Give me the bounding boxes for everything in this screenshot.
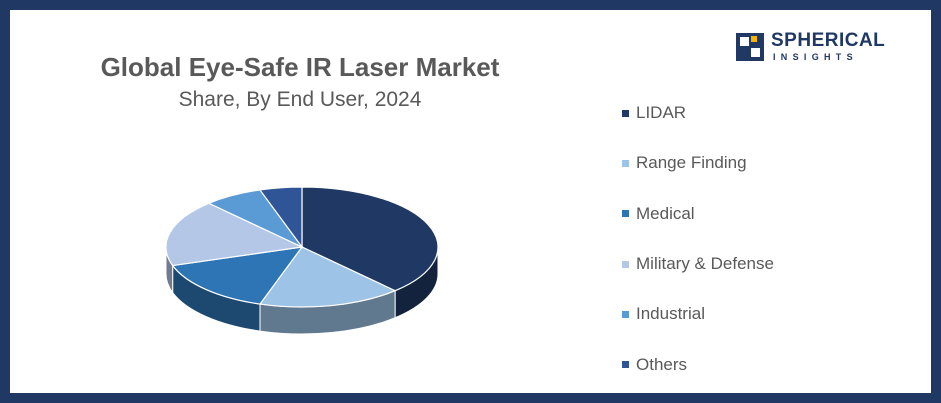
- pie-top-layer: [165, 186, 439, 308]
- chart-frame: Global Eye-Safe IR Laser Market Share, B…: [10, 10, 931, 393]
- legend-item: Industrial: [622, 289, 912, 339]
- legend-label: Military & Defense: [636, 254, 774, 274]
- legend-item: Range Finding: [622, 138, 912, 188]
- pie-slice: [258, 186, 303, 249]
- spherical-logo-icon: [736, 33, 764, 61]
- legend-item: Medical: [622, 189, 912, 239]
- legend-item: Military & Defense: [622, 239, 912, 289]
- brand-name: SPHERICAL: [771, 30, 886, 51]
- legend-item: Others: [622, 339, 912, 389]
- legend-label: Range Finding: [636, 153, 747, 173]
- legend-swatch: [622, 310, 629, 318]
- pie-slice: [165, 202, 305, 267]
- pie-slice: [301, 186, 439, 292]
- pie-chart: [165, 186, 439, 335]
- chart-subtitle: Share, By End User, 2024: [178, 88, 422, 111]
- legend-label: Others: [636, 354, 688, 374]
- legend-swatch: [622, 361, 629, 369]
- brand-tagline: INSIGHTS: [773, 52, 858, 62]
- legend-swatch: [622, 210, 629, 218]
- legend-swatch: [622, 109, 629, 117]
- legend-swatch: [622, 159, 629, 167]
- title-block: Global Eye-Safe IR Laser Market Share, B…: [50, 52, 550, 114]
- legend-item: LIDAR: [622, 88, 912, 138]
- pie-slice: [258, 246, 397, 308]
- legend-label: Medical: [636, 203, 695, 223]
- chart-legend: LIDAR Range Finding Medical Military & Defe…: [622, 88, 912, 390]
- legend-swatch: [622, 260, 629, 268]
- legend-label: LIDAR: [636, 103, 687, 123]
- chart-title: Global Eye-Safe IR Laser Market: [100, 52, 500, 82]
- legend-label: Industrial: [636, 304, 705, 324]
